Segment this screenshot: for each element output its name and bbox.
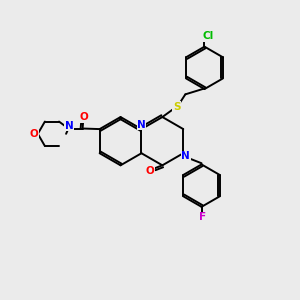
Text: O: O: [30, 129, 39, 139]
Text: N: N: [137, 120, 146, 130]
Text: O: O: [80, 112, 88, 122]
Text: N: N: [181, 151, 190, 161]
Text: Cl: Cl: [202, 31, 214, 41]
Text: S: S: [173, 102, 180, 112]
Text: N: N: [64, 121, 74, 130]
Text: O: O: [146, 166, 154, 176]
Text: F: F: [199, 212, 206, 222]
